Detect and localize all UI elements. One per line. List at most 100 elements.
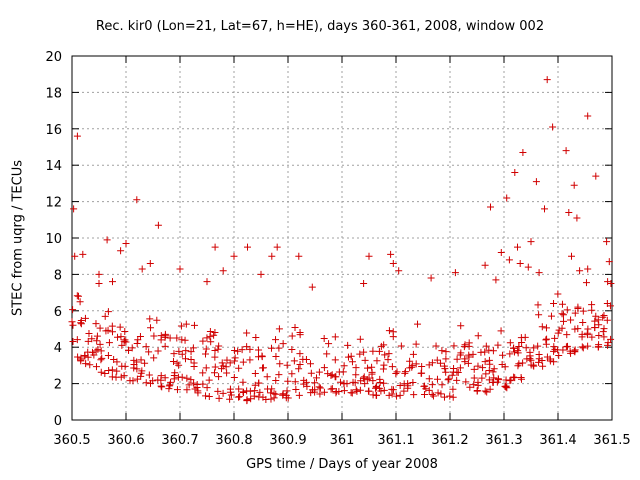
data-point-marker bbox=[450, 342, 458, 350]
data-point-marker bbox=[257, 270, 265, 278]
data-point-marker bbox=[380, 386, 388, 394]
data-point-marker bbox=[74, 292, 82, 300]
data-point-marker bbox=[478, 374, 486, 382]
data-point-marker bbox=[510, 373, 518, 381]
data-point-marker bbox=[438, 381, 446, 389]
data-point-marker bbox=[247, 395, 255, 403]
data-point-marker bbox=[296, 350, 304, 358]
data-point-marker bbox=[567, 316, 575, 324]
data-point-marker bbox=[595, 331, 603, 339]
data-point-marker bbox=[511, 168, 519, 176]
data-point-marker bbox=[295, 365, 303, 373]
data-point-marker bbox=[539, 362, 547, 370]
data-point-marker bbox=[404, 380, 412, 388]
data-point-marker bbox=[414, 320, 422, 328]
data-point-marker bbox=[282, 394, 290, 402]
data-point-marker bbox=[412, 340, 420, 348]
data-point-marker bbox=[275, 325, 283, 333]
data-point-marker bbox=[532, 178, 540, 186]
data-point-marker bbox=[364, 387, 372, 395]
data-point-marker bbox=[568, 252, 575, 260]
data-point-marker bbox=[605, 258, 613, 266]
data-point-marker bbox=[306, 360, 314, 368]
data-point-marker bbox=[215, 394, 223, 402]
data-point-marker bbox=[292, 385, 300, 393]
data-point-marker bbox=[133, 358, 141, 366]
data-point-marker bbox=[203, 384, 211, 392]
data-point-marker bbox=[604, 341, 612, 349]
y-tick-label: 14 bbox=[45, 159, 62, 174]
data-point-marker bbox=[506, 350, 514, 358]
data-point-marker bbox=[288, 346, 296, 354]
data-point-marker bbox=[384, 356, 392, 364]
data-point-marker bbox=[251, 370, 259, 378]
data-point-marker bbox=[324, 370, 332, 378]
data-point-marker bbox=[428, 359, 436, 367]
data-point-marker bbox=[558, 324, 566, 332]
data-point-marker bbox=[295, 252, 303, 260]
data-point-marker bbox=[142, 379, 150, 387]
data-point-marker bbox=[530, 344, 538, 352]
data-point-marker bbox=[515, 343, 523, 351]
data-point-marker bbox=[546, 355, 554, 363]
data-point-marker bbox=[534, 301, 542, 309]
data-point-marker bbox=[352, 371, 360, 379]
data-point-marker bbox=[138, 265, 146, 273]
data-point-marker bbox=[522, 344, 530, 352]
data-point-marker bbox=[380, 361, 388, 369]
data-point-marker bbox=[493, 378, 501, 386]
data-point-marker bbox=[239, 358, 247, 366]
data-point-marker bbox=[607, 280, 615, 287]
data-point-marker bbox=[524, 263, 532, 271]
data-point-marker bbox=[88, 335, 96, 343]
data-point-marker bbox=[442, 368, 450, 376]
data-point-marker bbox=[93, 337, 101, 345]
data-point-marker bbox=[574, 303, 582, 311]
data-point-marker bbox=[137, 369, 145, 377]
data-point-marker bbox=[315, 383, 323, 391]
data-point-marker bbox=[117, 373, 125, 381]
data-point-marker bbox=[207, 338, 215, 346]
data-point-marker bbox=[420, 391, 428, 399]
data-point-marker bbox=[263, 373, 271, 381]
data-point-marker bbox=[449, 393, 457, 401]
data-point-marker bbox=[600, 325, 608, 333]
data-point-marker bbox=[584, 112, 592, 120]
data-point-marker bbox=[456, 364, 464, 372]
data-point-marker bbox=[356, 350, 364, 358]
data-point-marker bbox=[189, 344, 197, 352]
data-point-marker bbox=[514, 362, 522, 370]
data-point-marker bbox=[273, 243, 281, 251]
data-point-marker bbox=[563, 306, 571, 314]
data-point-marker bbox=[166, 334, 174, 342]
data-point-marker bbox=[356, 335, 364, 343]
data-point-marker bbox=[501, 363, 509, 371]
data-point-marker bbox=[252, 334, 260, 342]
data-point-marker bbox=[104, 351, 112, 359]
data-point-marker bbox=[101, 370, 109, 378]
data-point-marker bbox=[147, 324, 155, 332]
data-point-marker bbox=[392, 369, 400, 377]
data-point-marker bbox=[356, 386, 364, 394]
data-point-marker bbox=[202, 345, 210, 353]
data-point-marker bbox=[534, 342, 542, 350]
data-point-marker bbox=[606, 302, 614, 310]
data-point-marker bbox=[542, 336, 550, 344]
data-point-marker bbox=[482, 342, 490, 350]
data-point-marker bbox=[479, 364, 487, 372]
data-point-marker bbox=[117, 333, 125, 341]
data-point-marker bbox=[165, 382, 173, 390]
data-point-marker bbox=[218, 365, 226, 373]
data-point-marker bbox=[267, 344, 275, 352]
data-point-marker bbox=[376, 378, 384, 386]
x-tick-label: 360.6 bbox=[107, 433, 144, 448]
data-point-marker bbox=[555, 351, 563, 359]
data-point-marker bbox=[73, 132, 81, 140]
data-point-marker bbox=[470, 374, 478, 382]
data-point-marker bbox=[142, 343, 150, 351]
data-point-marker bbox=[92, 320, 100, 328]
data-point-marker bbox=[177, 322, 185, 330]
data-point-marker bbox=[175, 347, 183, 355]
y-tick-label: 10 bbox=[45, 232, 62, 247]
data-point-marker bbox=[137, 356, 145, 364]
